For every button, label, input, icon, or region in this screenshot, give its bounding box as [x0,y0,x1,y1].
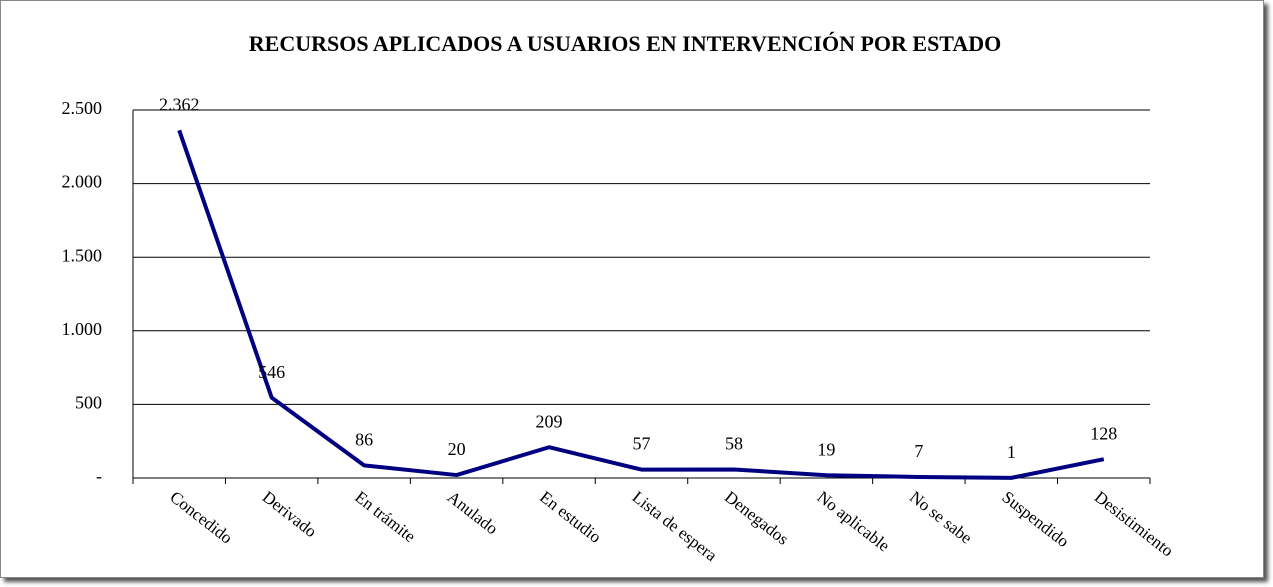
y-tick-label: 1.500 [62,245,103,265]
y-tick-label: 2.500 [62,98,103,118]
data-label: 86 [355,429,373,449]
x-tick-label: Desistimiento [1091,487,1177,560]
data-label: 7 [914,441,923,461]
y-tick-label: 1.000 [62,319,103,339]
x-tick-label: Lista de espera [629,487,721,565]
data-label: 128 [1090,423,1117,443]
data-line [177,129,1105,480]
x-tick-label: En trámite [351,487,419,546]
x-tick-label: En estudio [536,487,605,546]
x-tick-label: No se sabe [906,487,976,547]
y-tick-label: 500 [75,393,102,413]
data-label: 209 [536,411,563,431]
chart-frame [0,0,1264,578]
x-tick-label: No aplicable [814,487,894,555]
data-label: 2.362 [159,94,200,114]
x-tick-label: Denegados [721,487,792,548]
data-label: 58 [725,434,743,454]
data-label: 546 [258,362,285,382]
data-label: 1 [1007,442,1016,462]
x-tick-label: Derivado [259,487,321,541]
data-label: 57 [633,434,651,454]
data-label: 19 [817,439,835,459]
y-tick-label: - [96,466,102,486]
x-tick-label: Suspendido [998,487,1072,551]
x-tick-label: Concedido [166,487,236,547]
chart-title: RECURSOS APLICADOS A USUARIOS EN INTERVE… [249,31,1001,56]
x-tick-label: Anulado [444,487,502,538]
data-label: 20 [448,439,466,459]
y-tick-label: 2.000 [62,172,103,192]
